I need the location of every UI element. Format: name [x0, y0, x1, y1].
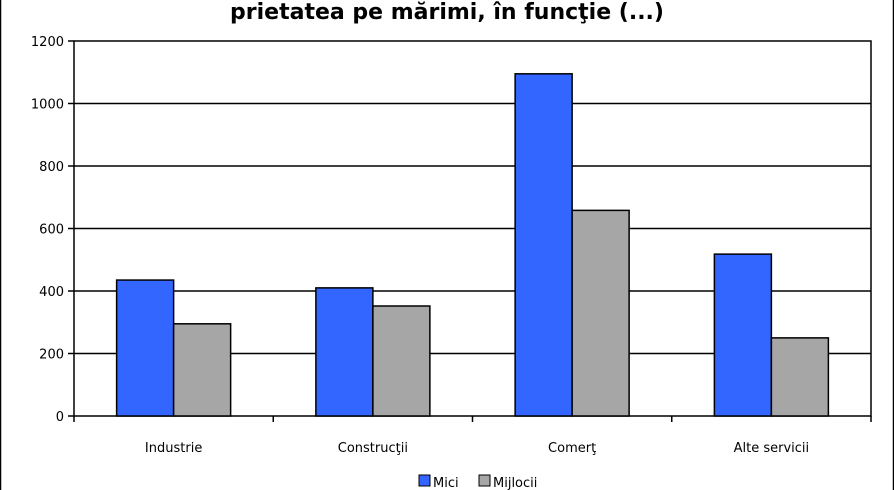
- legend: Mici Mijlocii: [418, 474, 537, 490]
- bar-mici-2: [514, 73, 573, 417]
- x-tick-label: Alte servicii: [734, 441, 810, 456]
- x-tick-label: Construcţii: [338, 441, 408, 456]
- y-tick-label: 800: [39, 160, 64, 175]
- y-tick-label: 1200: [31, 35, 64, 50]
- bar-mijlocii-1: [372, 305, 431, 417]
- x-tick-label: Comerţ: [548, 441, 596, 456]
- y-tick-label: 1000: [31, 98, 64, 113]
- bar-mici-1: [315, 287, 374, 417]
- x-tick-label: Industrie: [145, 441, 202, 456]
- legend-label-mici: Mici: [433, 476, 459, 490]
- y-tick-label: 0: [56, 410, 64, 425]
- y-tick-label: 600: [39, 223, 64, 238]
- y-tick-label: 400: [39, 285, 64, 300]
- x-axis: Industrie Construcţii Comerţ Alte servicii: [73, 416, 872, 456]
- bar-mijlocii-3: [770, 337, 830, 417]
- bar-mici-0: [115, 279, 175, 417]
- legend-swatch-mijlocii: [478, 474, 491, 487]
- bar-mijlocii-2: [571, 209, 630, 417]
- legend-label-mijlocii: Mijlocii: [493, 476, 537, 490]
- y-axis: 0 200 400 600 800 1000 1200: [31, 35, 74, 425]
- y-tick-label: 200: [39, 348, 64, 363]
- bar-mijlocii-0: [172, 323, 232, 417]
- chart-title: prietatea pe mărimi, în funcţie (...): [230, 0, 664, 25]
- bars: [115, 73, 830, 417]
- bar-mici-3: [713, 253, 773, 417]
- legend-swatch-mici: [418, 474, 431, 487]
